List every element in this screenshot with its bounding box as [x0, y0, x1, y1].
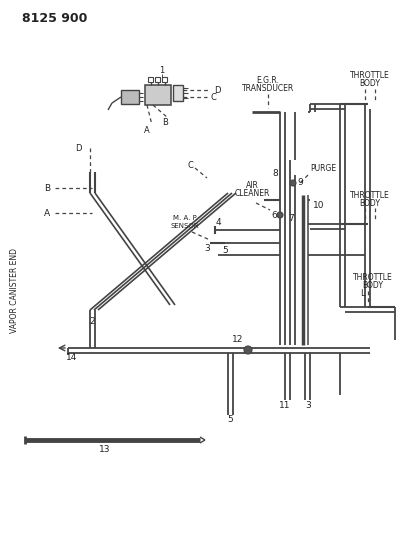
Circle shape [289, 180, 295, 186]
Text: VAPOR CANISTER END: VAPOR CANISTER END [11, 247, 20, 333]
Bar [148, 77, 153, 82]
Text: BODY: BODY [362, 280, 382, 289]
Text: 10: 10 [312, 200, 324, 209]
Text: 7: 7 [287, 214, 293, 222]
Text: E.G.R.: E.G.R. [256, 76, 279, 85]
Text: 5: 5 [227, 416, 232, 424]
Text: D: D [213, 85, 220, 94]
Text: 5: 5 [222, 246, 227, 254]
Text: B: B [44, 183, 50, 192]
Text: CLEANER: CLEANER [234, 189, 269, 198]
Text: 3: 3 [204, 244, 209, 253]
Text: B: B [162, 117, 168, 126]
Text: BODY: BODY [359, 198, 380, 207]
Text: 8125 900: 8125 900 [22, 12, 87, 25]
Text: BODY: BODY [359, 78, 380, 87]
Circle shape [243, 346, 252, 354]
Text: 1: 1 [159, 66, 164, 75]
Text: 11: 11 [279, 400, 290, 409]
Text: A: A [144, 125, 150, 134]
Bar [121, 90, 139, 104]
Bar [155, 77, 160, 82]
Text: SENSOR: SENSOR [170, 223, 199, 229]
Bar [173, 85, 182, 101]
Text: 4: 4 [215, 217, 220, 227]
Text: 3: 3 [304, 400, 310, 409]
Text: D: D [75, 143, 82, 152]
Text: THROTTLE: THROTTLE [352, 272, 392, 281]
Text: C: C [187, 160, 193, 169]
Text: PURGE: PURGE [309, 164, 335, 173]
Text: 12: 12 [232, 335, 243, 344]
Text: M. A. P.: M. A. P. [172, 215, 197, 221]
Text: 6: 6 [271, 211, 276, 220]
Text: A: A [44, 208, 50, 217]
Text: TRANSDUCER: TRANSDUCER [241, 84, 293, 93]
Text: 9: 9 [297, 177, 302, 187]
Text: 13: 13 [99, 446, 110, 455]
Text: 2: 2 [89, 318, 94, 327]
Bar [162, 77, 167, 82]
Text: C: C [211, 93, 216, 101]
Text: L: L [359, 288, 364, 297]
Text: 8: 8 [272, 168, 277, 177]
Text: AIR: AIR [245, 181, 258, 190]
Text: 14: 14 [65, 353, 77, 362]
Text: THROTTLE: THROTTLE [349, 190, 389, 199]
Circle shape [276, 212, 282, 218]
Bar [145, 85, 171, 105]
Text: THROTTLE: THROTTLE [349, 70, 389, 79]
